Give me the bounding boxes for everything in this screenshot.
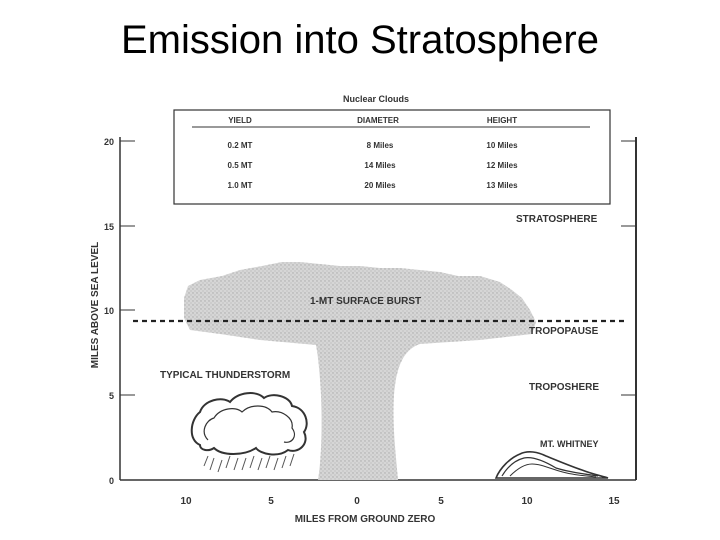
table-cell: 8 Miles [367, 141, 394, 150]
tropopause-label: TROPOPAUSE [529, 326, 599, 337]
thunderstorm-cloud [190, 392, 308, 456]
x-tick-label: 15 [608, 496, 620, 507]
slide-title: Emission into Stratosphere [120, 18, 599, 62]
table-title: Nuclear Clouds [343, 94, 409, 104]
mountain-label: MT. WHITNEY [540, 439, 599, 449]
thunderstorm-label: TYPICAL THUNDERSTORM [160, 370, 290, 381]
table-frame [173, 109, 611, 205]
rain-streaks [203, 453, 295, 473]
burst-label: 1-MT SURFACE BURST [310, 296, 421, 307]
mountain-contour [509, 463, 597, 478]
x-tick-label: 5 [268, 496, 274, 507]
table-header: HEIGHT [487, 116, 517, 125]
mushroom-cloud [184, 262, 536, 480]
table-header: DIAMETER [357, 116, 399, 125]
table-cell: 1.0 MT [228, 181, 253, 190]
table-cell: 0.5 MT [228, 161, 253, 170]
y-tick-label: 20 [104, 137, 114, 147]
table-cell: 0.2 MT [228, 141, 253, 150]
x-tick-label: 0 [354, 496, 360, 507]
table-cell: 12 Miles [486, 161, 518, 170]
table-header: YIELD [228, 116, 252, 125]
y-tick-label: 15 [104, 222, 114, 232]
y-tick-label: 0 [109, 476, 114, 486]
nuclear-clouds-table: YIELD DIAMETER HEIGHT 0.2 MT 8 Miles 10 … [173, 109, 611, 205]
table-cell: 13 Miles [486, 181, 518, 190]
x-tick-label: 10 [180, 496, 192, 507]
y-tick-label: 5 [109, 391, 114, 401]
troposphere-label: TROPOSHERE [529, 382, 599, 393]
x-axis-title: MILES FROM GROUND ZERO [295, 514, 436, 525]
stratosphere-label: STRATOSPHERE [516, 214, 598, 225]
x-tick-label: 10 [521, 496, 533, 507]
mountain-shape [494, 451, 609, 479]
table-cell: 10 Miles [486, 141, 518, 150]
y-axis-title: MILES ABOVE SEA LEVEL [90, 242, 101, 369]
table-cell: 14 Miles [364, 161, 396, 170]
y-ticks [120, 140, 636, 481]
y-tick-label: 10 [104, 306, 114, 316]
mountain-contour [501, 457, 599, 477]
thunderstorm-cloud-inner [203, 405, 296, 443]
table-cell: 20 Miles [364, 181, 396, 190]
x-tick-label: 5 [438, 496, 444, 507]
